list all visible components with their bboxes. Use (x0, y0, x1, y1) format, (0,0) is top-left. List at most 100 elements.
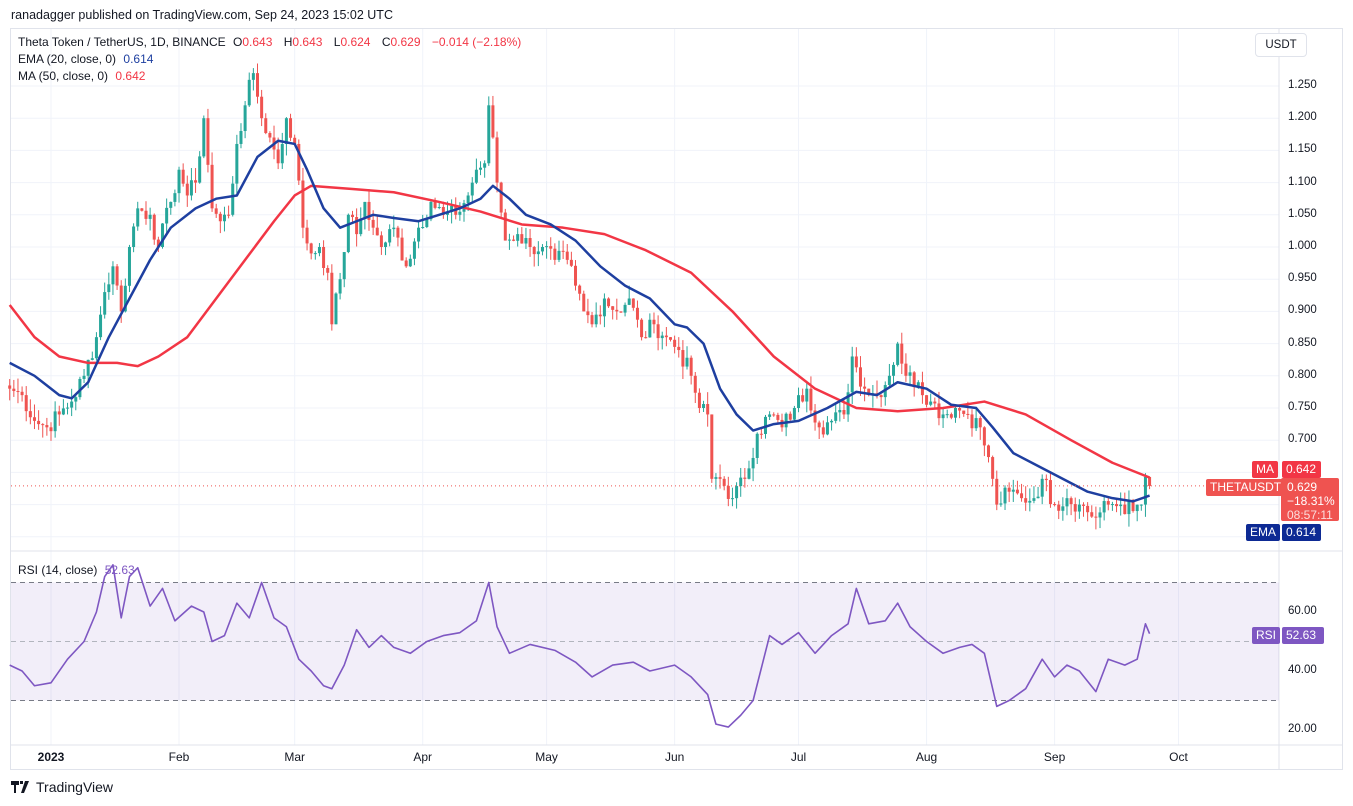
candle-body (136, 208, 140, 227)
candle-body (941, 414, 945, 419)
candle-body (925, 395, 929, 405)
price-tick: 1.250 (1288, 79, 1317, 91)
candle-body (565, 251, 569, 260)
candle-body (545, 246, 549, 248)
candle-body (359, 218, 363, 235)
candle-body (379, 235, 383, 247)
candle-body (169, 201, 173, 208)
candle-body (838, 409, 842, 413)
candle-body (681, 350, 685, 367)
candle-body (912, 372, 916, 388)
candle-body (1003, 487, 1007, 504)
ma-legend[interactable]: MA (50, close, 0) 0.642 (18, 69, 149, 83)
candle-body (70, 401, 74, 408)
candle-body (342, 252, 346, 280)
candle-body (945, 414, 949, 416)
candle-body (586, 311, 590, 316)
candle-body (528, 238, 532, 247)
candle-body (1102, 501, 1106, 513)
candle-body (1020, 493, 1024, 499)
candle-body (1143, 476, 1147, 505)
candle-body (788, 413, 792, 420)
candle-body (483, 163, 487, 168)
candle-body (759, 433, 763, 435)
candle-body (425, 219, 429, 228)
candle-body (1090, 512, 1094, 517)
candle-body (375, 227, 379, 236)
candle-body (256, 73, 259, 97)
candle-body (730, 498, 734, 500)
candle-body (834, 412, 838, 421)
candle-body (491, 105, 495, 138)
candle-body (821, 427, 825, 435)
candle-body (367, 201, 371, 220)
ema-legend[interactable]: EMA (20, close, 0) 0.614 (18, 52, 157, 66)
candle-body (987, 445, 991, 458)
bar-countdown: 08:57:11 (1287, 508, 1333, 522)
candle-body (751, 457, 755, 469)
candle-body (206, 118, 210, 165)
candle-body (974, 418, 978, 429)
candle-body (863, 386, 867, 389)
candle-body (631, 298, 635, 308)
price-tick: 0.750 (1288, 401, 1317, 413)
candle-body (177, 169, 181, 194)
candle-body (598, 314, 602, 317)
candle-body (842, 409, 846, 415)
candle-body (198, 156, 202, 183)
candle-body (371, 219, 375, 228)
price-tick: 1.100 (1288, 175, 1317, 188)
rsi-line (9, 563, 1151, 728)
candle-body (953, 408, 957, 418)
ohlc-close: C0.629 (381, 35, 421, 49)
candle-body (1061, 506, 1065, 511)
candle-body (904, 363, 908, 376)
time-tick: Aug (915, 750, 938, 764)
candle-body (433, 201, 437, 208)
candle-body (330, 272, 334, 325)
candle-body (1119, 504, 1123, 507)
ma-tag-value: 0.642 (1282, 461, 1321, 478)
candle-body (1127, 501, 1131, 515)
ema-20-line (9, 139, 1150, 503)
candle-body (825, 422, 829, 435)
change-value: −0.014 (−2.18%) (431, 35, 522, 49)
candle-body (32, 417, 36, 421)
candle-body (718, 477, 722, 479)
candle-body (929, 401, 933, 405)
tradingview-logo-icon (11, 781, 29, 793)
candle-body (251, 73, 255, 80)
candle-body (1123, 504, 1127, 515)
candle-body (152, 214, 156, 240)
candle-body (970, 414, 974, 429)
candle-body (858, 367, 862, 387)
candle-body (280, 144, 284, 164)
ohlc-high: H0.643 (283, 35, 323, 49)
candle-body (582, 293, 586, 312)
candle-body (590, 315, 594, 325)
candle-body (660, 335, 664, 339)
price-tick: 0.850 (1288, 336, 1317, 349)
candle-body (127, 247, 131, 286)
candle-body (867, 388, 871, 396)
tradingview-logo[interactable]: TradingView (11, 779, 113, 795)
candle-body (916, 382, 920, 388)
candle-body (1057, 504, 1061, 511)
rsi-legend[interactable]: RSI (14, close) 52.63 (18, 563, 139, 577)
candle-body (776, 414, 780, 420)
ma-50-line (8, 184, 1151, 479)
candle-body (619, 311, 623, 313)
candle-body (937, 403, 941, 419)
candle-body (1007, 487, 1011, 492)
candle-body (640, 319, 644, 338)
candle-body (574, 265, 578, 286)
candle-body (536, 251, 540, 255)
candle-body (569, 259, 573, 266)
candle-body (532, 247, 536, 255)
candle-body (417, 227, 421, 242)
currency-button[interactable]: USDT (1255, 33, 1307, 57)
candle-body (115, 266, 119, 286)
price-tick: 1.050 (1288, 207, 1317, 220)
candle-body (78, 378, 82, 398)
